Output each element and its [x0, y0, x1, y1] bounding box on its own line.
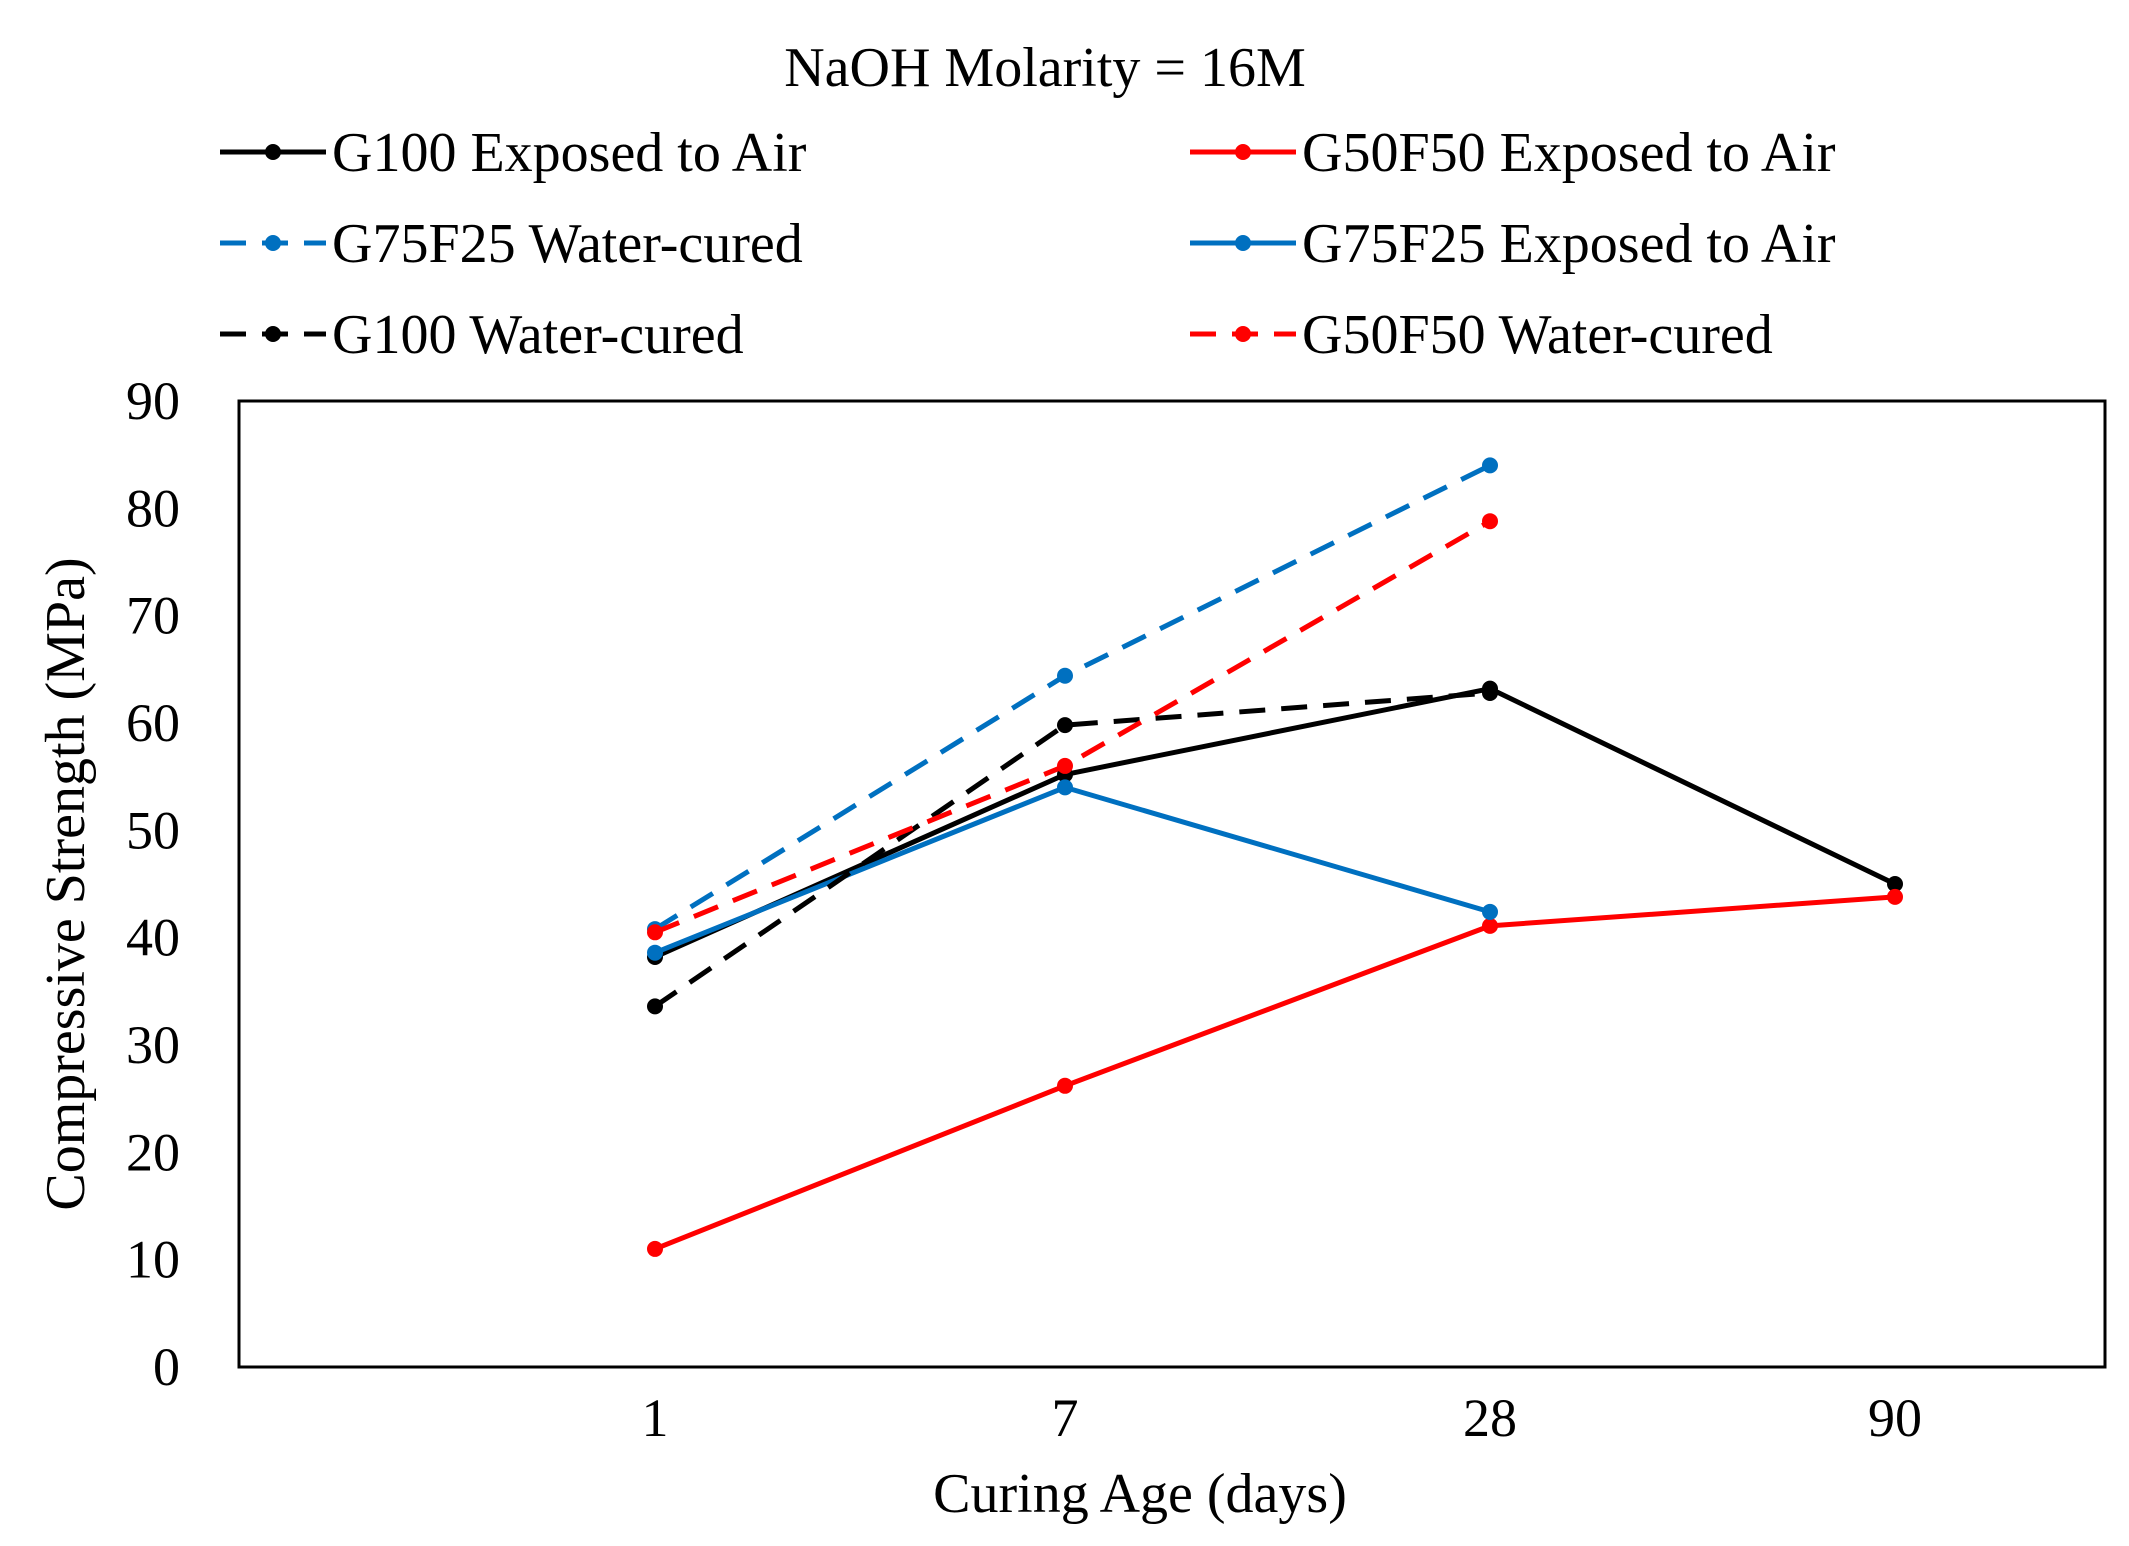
chart-title: NaOH Molarity = 16M [784, 37, 1306, 99]
y-tick-label: 90 [126, 371, 180, 431]
legend-item-g75f25-exposed-to-air: G75F25 Exposed to Air [1190, 213, 1836, 275]
legend-item-g50f50-exposed-to-air: G50F50 Exposed to Air [1190, 122, 1836, 184]
legend-label: G100 Water-cured [332, 304, 744, 366]
data-point-g50f50-water-cured [1057, 757, 1073, 774]
y-tick-label: 80 [126, 478, 180, 538]
y-axis-label: Compressive Strength (MPa) [35, 557, 97, 1210]
legend-swatch-marker [1235, 144, 1251, 160]
legend-item-g100-water-cured: G100 Water-cured [220, 304, 744, 366]
y-axis-ticks: 0 10 20 30 40 50 60 70 80 90 [126, 371, 180, 1397]
legend-label: G75F25 Exposed to Air [1302, 213, 1836, 275]
series-line-g100-exposed-to-air [653, 686, 1897, 960]
data-point-g75f25-exposed-to-air [1057, 779, 1073, 796]
x-axis-label: Curing Age (days) [933, 1463, 1347, 1525]
data-point-g75f25-water-cured [1057, 667, 1073, 684]
y-tick-label: 50 [126, 800, 180, 860]
legend-item-g75f25-water-cured: G75F25 Water-cured [220, 213, 803, 275]
data-point-g50f50-exposed-to-air [1482, 917, 1498, 934]
y-tick-label: 10 [126, 1230, 180, 1290]
y-tick-label: 20 [126, 1122, 180, 1182]
legend-label: G50F50 Exposed to Air [1302, 122, 1836, 184]
x-tick-label: 28 [1463, 1388, 1517, 1448]
data-point-g50f50-exposed-to-air [647, 1240, 663, 1257]
series-group [647, 457, 1903, 1257]
data-point-g100-water-cured [1057, 717, 1073, 734]
series-line-g100-water-cured [653, 690, 1491, 1009]
y-tick-label: 30 [126, 1015, 180, 1075]
series-line-g50f50-exposed-to-air [654, 894, 1896, 1252]
data-point-g75f25-exposed-to-air [1482, 903, 1498, 920]
data-point-g100-water-cured [1482, 684, 1498, 701]
y-tick-label: 70 [126, 586, 180, 646]
legend-item-g100-exposed-to-air: G100 Exposed to Air [220, 122, 807, 184]
plot-area [237, 399, 2107, 1369]
legend-swatch-marker [265, 326, 281, 342]
data-point-g50f50-water-cured [1482, 513, 1498, 530]
x-tick-label: 90 [1868, 1388, 1922, 1448]
data-point-g75f25-exposed-to-air [647, 944, 663, 961]
legend-label: G75F25 Water-cured [332, 213, 803, 275]
legend-swatch-marker [265, 235, 281, 251]
data-point-g50f50-water-cured [647, 924, 663, 941]
series-line-g75f25-exposed-to-air [654, 784, 1491, 956]
data-point-g75f25-water-cured [1482, 457, 1498, 474]
data-point-g50f50-exposed-to-air [1057, 1077, 1073, 1094]
y-tick-label: 0 [153, 1337, 180, 1397]
legend-label: G50F50 Water-cured [1302, 304, 1773, 366]
data-point-g100-exposed-to-air [1887, 876, 1903, 892]
data-point-g100-water-cured [647, 998, 663, 1015]
legend-swatch-marker [265, 144, 281, 160]
legend-swatch-marker [1235, 326, 1251, 342]
legend-swatch-marker [1235, 235, 1251, 251]
x-axis-ticks: 1 7 28 90 [642, 1388, 1923, 1448]
series-line-g75f25-water-cured [653, 463, 1492, 932]
legend: G100 Exposed to Air G50F50 Exposed to Air… [220, 122, 1836, 366]
x-tick-label: 1 [642, 1388, 669, 1448]
legend-label: G100 Exposed to Air [332, 122, 807, 184]
x-tick-label: 7 [1052, 1388, 1079, 1448]
data-point-g50f50-exposed-to-air [1887, 888, 1903, 905]
y-tick-label: 60 [126, 693, 180, 753]
legend-item-g50f50-water-cured: G50F50 Water-cured [1190, 304, 1773, 366]
y-tick-label: 40 [126, 908, 180, 968]
